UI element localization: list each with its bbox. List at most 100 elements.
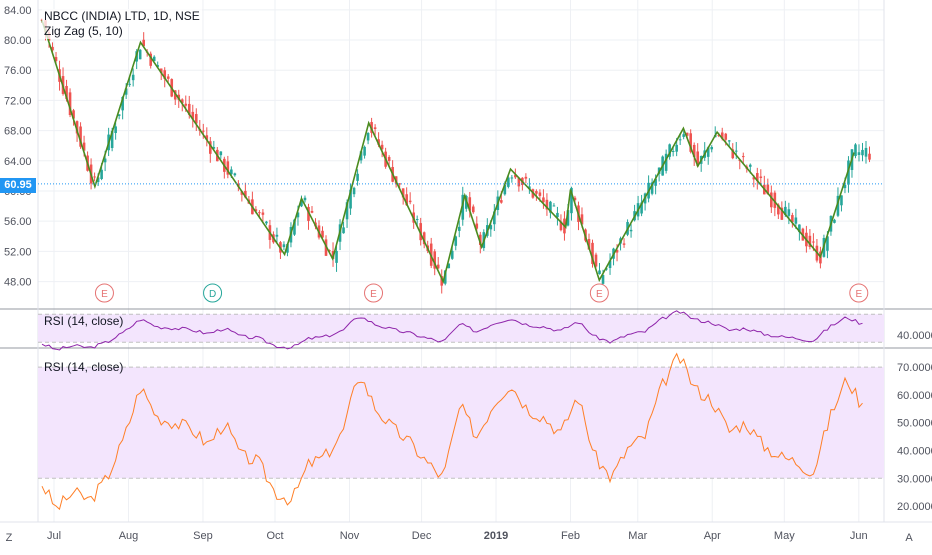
- time-axis-tick-label: May: [774, 530, 795, 542]
- rsi-bottom-title: RSI (14, close): [44, 360, 124, 374]
- candle-body: [629, 229, 633, 232]
- candle-body: [682, 134, 685, 137]
- rsi-top-legend[interactable]: RSI (14, close): [42, 314, 125, 329]
- price-axis-tick-label: 52.00: [4, 246, 32, 258]
- last-price-badge: 60.95: [0, 178, 36, 193]
- candle-body: [321, 230, 324, 238]
- candle-body: [103, 158, 107, 163]
- candle-body: [650, 182, 654, 194]
- candle-body: [524, 176, 528, 179]
- candle-body: [843, 184, 847, 189]
- candle-body: [201, 130, 205, 132]
- rsi-bottom-axis-tick-label: 40.0000: [897, 445, 932, 457]
- candle-body: [840, 195, 843, 206]
- auto-scale-button[interactable]: A: [905, 532, 913, 544]
- rsi-top-title: RSI (14, close): [44, 314, 124, 328]
- candle-body: [675, 144, 678, 152]
- zigzag-line: [41, 20, 855, 284]
- candle-body: [545, 199, 549, 210]
- candle-body: [678, 139, 682, 141]
- candle-body: [275, 234, 279, 237]
- candle-body: [457, 226, 461, 231]
- candle-body: [566, 210, 570, 226]
- candle-body: [258, 212, 261, 214]
- candle-body: [514, 174, 517, 178]
- candle-body: [538, 192, 542, 196]
- candle-body: [345, 202, 349, 220]
- candle-body: [230, 169, 233, 175]
- candle-body: [542, 197, 545, 203]
- event-marker-label: E: [596, 289, 603, 300]
- rsi-bottom-axis-tick-label: 30.0000: [897, 473, 932, 485]
- candle-body: [549, 201, 552, 213]
- candle-body: [440, 276, 444, 286]
- rsi-bottom-axis-tick-label: 50.0000: [897, 418, 932, 430]
- candle-body: [622, 243, 626, 245]
- event-marker-label: E: [101, 289, 108, 300]
- candle-body: [741, 156, 745, 158]
- rsi-bottom-legend[interactable]: RSI (14, close): [42, 360, 125, 375]
- candle-body: [82, 142, 86, 151]
- candle-body: [209, 141, 212, 154]
- candle-body: [450, 250, 454, 259]
- candle-body: [443, 270, 447, 284]
- candle-body: [507, 177, 510, 187]
- candle-body: [124, 88, 128, 95]
- candle-body: [854, 144, 857, 157]
- event-marker-label: E: [855, 289, 862, 300]
- candle-body: [328, 250, 331, 252]
- candle-body: [587, 238, 591, 250]
- candle-body: [380, 144, 384, 150]
- candle-body: [100, 169, 103, 179]
- candle-body: [794, 217, 798, 224]
- candle-body: [847, 160, 850, 185]
- time-axis-tick-label: Apr: [704, 530, 721, 542]
- zigzag-legend[interactable]: Zig Zag (5, 10): [42, 24, 125, 39]
- candle-body: [352, 187, 356, 195]
- candle-body: [286, 243, 289, 253]
- candle-body: [72, 110, 75, 119]
- candle-body: [685, 132, 689, 136]
- candle-body: [808, 235, 812, 248]
- zoom-button[interactable]: Z: [5, 532, 13, 544]
- candle-body: [408, 200, 412, 203]
- candle-body: [503, 184, 507, 195]
- time-axis-tick-label: Oct: [266, 530, 283, 542]
- event-marker: [203, 283, 223, 303]
- candle-body: [731, 149, 735, 159]
- candle-body: [156, 65, 160, 67]
- price-axis-tick-label: 56.00: [4, 216, 32, 228]
- rsi-top-series-line: [41, 310, 863, 351]
- candle-body: [727, 140, 731, 142]
- candle-body: [359, 151, 363, 161]
- candle-body: [293, 219, 296, 235]
- candle-body: [836, 195, 840, 216]
- candle-body: [517, 177, 521, 187]
- candle-body: [752, 177, 756, 180]
- time-axis-tick-label: Jun: [850, 530, 868, 542]
- candle-body: [79, 126, 82, 147]
- candle-body: [461, 194, 465, 220]
- candle-body: [756, 173, 759, 182]
- candle-body: [363, 146, 366, 156]
- candle-body: [812, 241, 815, 243]
- candle-body: [605, 268, 608, 270]
- time-axis-tick-label: Dec: [412, 530, 432, 542]
- candle-body: [717, 134, 721, 136]
- candle-body: [138, 49, 142, 60]
- candle-body: [373, 127, 377, 129]
- candle-body: [493, 211, 496, 225]
- candle-body: [864, 147, 868, 157]
- rsi-bottom-series-line: [41, 352, 863, 511]
- candle-body: [265, 221, 268, 224]
- candle-body: [857, 152, 861, 155]
- candle-body: [720, 132, 724, 139]
- candle-body: [159, 68, 163, 74]
- candle-body: [163, 70, 167, 79]
- candle-body: [528, 186, 531, 190]
- candle-body: [454, 236, 458, 246]
- event-marker: [94, 283, 114, 303]
- candle-body: [696, 151, 699, 167]
